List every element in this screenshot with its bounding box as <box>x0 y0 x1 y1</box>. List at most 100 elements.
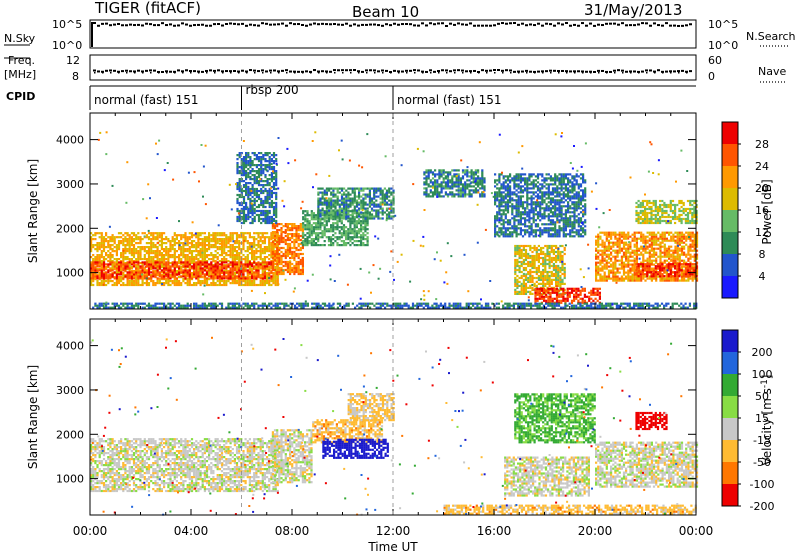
data-cell <box>242 213 246 217</box>
data-cell <box>271 242 274 246</box>
data-cell <box>247 197 250 201</box>
data-cell <box>270 158 273 161</box>
data-cell <box>276 256 279 260</box>
data-cell <box>289 244 292 248</box>
data-cell <box>275 193 278 197</box>
data-cell <box>498 227 501 230</box>
data-cell <box>547 217 550 220</box>
data-cell <box>328 217 331 220</box>
freq-sample <box>461 69 464 72</box>
data-cell <box>543 199 546 202</box>
data-cell <box>128 280 131 283</box>
data-cell <box>201 246 204 249</box>
data-cell <box>212 244 215 247</box>
data-cell <box>340 244 343 247</box>
data-cell <box>186 260 189 263</box>
data-cell <box>472 173 475 176</box>
data-cell <box>92 269 95 272</box>
data-cell <box>517 221 520 224</box>
data-cell <box>360 244 363 247</box>
data-cell <box>302 218 305 221</box>
data-cell <box>205 265 209 268</box>
data-cell <box>360 224 363 227</box>
data-cell <box>524 233 527 236</box>
noise-sample <box>577 24 580 27</box>
data-cell <box>355 203 359 206</box>
data-cell <box>139 252 142 255</box>
data-cell <box>120 271 123 274</box>
data-cell <box>126 238 129 241</box>
data-cell <box>392 189 395 192</box>
data-cell <box>355 209 359 212</box>
nave-sample <box>142 72 144 74</box>
data-cell <box>147 265 151 268</box>
data-cell <box>190 246 194 249</box>
data-cell <box>289 238 292 242</box>
data-cell <box>381 197 384 200</box>
data-cell <box>253 182 256 185</box>
data-cell <box>261 260 264 263</box>
data-cell <box>530 233 533 236</box>
data-cell <box>124 240 127 243</box>
data-cell <box>360 187 363 190</box>
data-cell <box>271 240 274 244</box>
data-cell <box>272 154 276 157</box>
data-cell <box>255 193 258 197</box>
data-cell <box>517 213 520 216</box>
data-cell <box>197 282 200 285</box>
data-cell <box>345 205 348 208</box>
data-cell <box>504 197 507 200</box>
data-cell <box>364 203 367 206</box>
data-cell <box>145 275 148 278</box>
freq-sample <box>597 69 600 72</box>
data-cell <box>122 265 125 268</box>
data-cell <box>295 264 298 268</box>
data-cell <box>302 226 305 229</box>
freq-sample <box>161 70 164 73</box>
data-cell <box>242 211 246 215</box>
data-cell <box>295 246 298 250</box>
data-cell <box>251 160 254 163</box>
data-cell <box>304 244 307 247</box>
data-cell <box>502 195 505 198</box>
data-cell <box>519 213 522 216</box>
data-cell <box>117 265 121 268</box>
data-cell <box>218 273 221 276</box>
data-cell <box>231 267 234 270</box>
data-cell <box>195 275 198 278</box>
data-cell <box>158 234 161 237</box>
data-cell <box>238 193 241 197</box>
freq-sample <box>577 70 580 73</box>
date-title: 31/May/2013 <box>584 1 682 19</box>
data-cell <box>223 244 226 247</box>
data-cell <box>446 193 450 196</box>
data-cell <box>137 242 140 245</box>
data-cell <box>141 261 144 264</box>
noise-sample <box>425 24 428 27</box>
data-cell <box>122 269 125 272</box>
data-cell <box>302 244 305 247</box>
data-cell <box>470 185 473 188</box>
data-cell <box>115 267 118 270</box>
data-cell <box>336 187 339 190</box>
data-cell <box>261 280 264 283</box>
data-cell <box>357 240 361 243</box>
data-cell <box>266 282 269 285</box>
data-cell <box>197 246 200 249</box>
data-cell <box>158 282 161 285</box>
data-cell <box>260 162 263 165</box>
data-cell <box>317 187 320 190</box>
data-cell <box>246 276 249 279</box>
data-cell <box>264 209 267 213</box>
data-cell <box>255 269 258 272</box>
data-cell <box>152 244 155 247</box>
data-cell <box>135 271 138 274</box>
data-cell <box>251 185 254 189</box>
data-cell <box>353 230 356 233</box>
data-cell <box>353 228 356 231</box>
freq-sample <box>581 70 584 73</box>
data-cell <box>141 269 144 272</box>
data-cell <box>182 248 185 251</box>
data-cell <box>132 254 136 257</box>
noise-sample <box>233 22 236 25</box>
